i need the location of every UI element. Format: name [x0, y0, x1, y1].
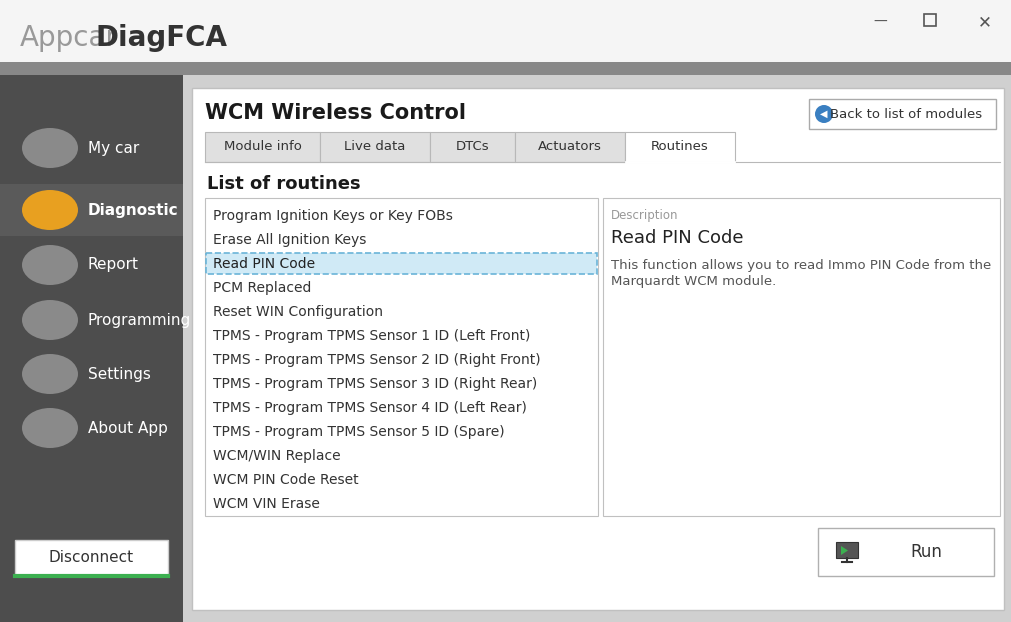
Ellipse shape	[22, 408, 78, 448]
Text: WCM/WIN Replace: WCM/WIN Replace	[212, 449, 341, 463]
Text: DTCs: DTCs	[455, 141, 489, 154]
FancyBboxPatch shape	[515, 132, 625, 162]
Text: WCM PIN Code Reset: WCM PIN Code Reset	[212, 473, 358, 487]
FancyBboxPatch shape	[192, 88, 1003, 610]
Text: Erase All Ignition Keys: Erase All Ignition Keys	[212, 233, 366, 247]
Text: Marquardt WCM module.: Marquardt WCM module.	[611, 274, 775, 287]
Ellipse shape	[22, 190, 78, 230]
Text: Read PIN Code: Read PIN Code	[611, 229, 743, 247]
FancyBboxPatch shape	[0, 184, 183, 236]
Ellipse shape	[22, 300, 78, 340]
Text: Report: Report	[88, 258, 139, 272]
Polygon shape	[840, 546, 847, 555]
Text: Appcar: Appcar	[20, 24, 118, 52]
Text: Program Ignition Keys or Key FOBs: Program Ignition Keys or Key FOBs	[212, 209, 453, 223]
Text: —: —	[872, 15, 886, 29]
Text: Routines: Routines	[650, 141, 708, 154]
Text: Actuators: Actuators	[538, 141, 602, 154]
FancyBboxPatch shape	[183, 75, 1011, 622]
Text: ◀: ◀	[820, 109, 827, 119]
FancyBboxPatch shape	[205, 198, 598, 516]
Text: Module info: Module info	[223, 141, 301, 154]
Text: Live data: Live data	[344, 141, 405, 154]
Text: PCM Replaced: PCM Replaced	[212, 281, 311, 295]
FancyBboxPatch shape	[0, 75, 183, 622]
Text: Disconnect: Disconnect	[49, 550, 133, 565]
FancyBboxPatch shape	[625, 132, 734, 162]
FancyBboxPatch shape	[319, 132, 430, 162]
FancyBboxPatch shape	[603, 198, 999, 516]
Text: About App: About App	[88, 420, 168, 435]
Text: Back to list of modules: Back to list of modules	[829, 108, 981, 121]
Circle shape	[814, 105, 832, 123]
Text: Read PIN Code: Read PIN Code	[212, 257, 314, 271]
Text: TPMS - Program TPMS Sensor 4 ID (Left Rear): TPMS - Program TPMS Sensor 4 ID (Left Re…	[212, 401, 527, 415]
Text: Diagnostic: Diagnostic	[88, 203, 179, 218]
Text: WCM VIN Erase: WCM VIN Erase	[212, 497, 319, 511]
Text: Settings: Settings	[88, 366, 151, 381]
Ellipse shape	[22, 245, 78, 285]
FancyBboxPatch shape	[205, 132, 319, 162]
FancyBboxPatch shape	[15, 540, 168, 576]
FancyBboxPatch shape	[817, 528, 993, 576]
Ellipse shape	[22, 128, 78, 168]
Text: TPMS - Program TPMS Sensor 5 ID (Spare): TPMS - Program TPMS Sensor 5 ID (Spare)	[212, 425, 504, 439]
Ellipse shape	[22, 354, 78, 394]
Text: List of routines: List of routines	[207, 175, 360, 193]
Text: My car: My car	[88, 141, 140, 156]
Text: TPMS - Program TPMS Sensor 2 ID (Right Front): TPMS - Program TPMS Sensor 2 ID (Right F…	[212, 353, 540, 367]
Text: TPMS - Program TPMS Sensor 1 ID (Left Front): TPMS - Program TPMS Sensor 1 ID (Left Fr…	[212, 329, 530, 343]
FancyBboxPatch shape	[808, 99, 995, 129]
FancyBboxPatch shape	[0, 0, 1011, 62]
Text: This function allows you to read Immo PIN Code from the: This function allows you to read Immo PI…	[611, 259, 990, 271]
Text: Description: Description	[611, 210, 677, 223]
FancyBboxPatch shape	[430, 132, 515, 162]
Text: ✕: ✕	[977, 13, 991, 31]
Text: TPMS - Program TPMS Sensor 3 ID (Right Rear): TPMS - Program TPMS Sensor 3 ID (Right R…	[212, 377, 537, 391]
FancyBboxPatch shape	[835, 542, 857, 558]
Text: Reset WIN Configuration: Reset WIN Configuration	[212, 305, 382, 319]
Text: Programming: Programming	[88, 312, 191, 328]
Text: WCM Wireless Control: WCM Wireless Control	[205, 103, 465, 123]
FancyBboxPatch shape	[206, 253, 596, 274]
Text: Run: Run	[910, 543, 941, 561]
Text: DiagFCA: DiagFCA	[96, 24, 227, 52]
FancyBboxPatch shape	[0, 62, 1011, 75]
